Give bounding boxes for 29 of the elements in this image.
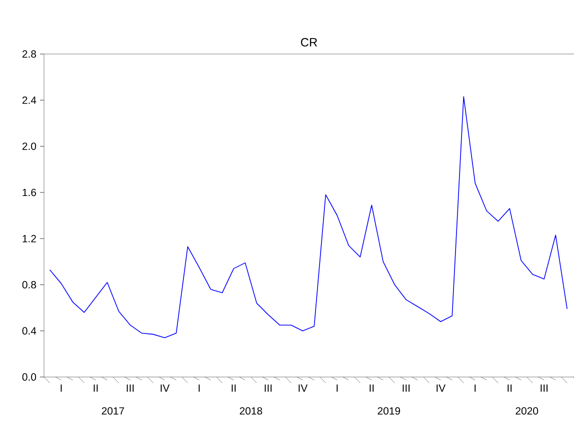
x-tick-label: III — [126, 384, 134, 392]
x-tick-label: III — [264, 384, 272, 392]
x-tick-label: II — [232, 384, 236, 392]
text: 2017 — [102, 407, 124, 415]
y-tick-label: 1.6 — [22, 188, 36, 196]
x-tick-label: I — [474, 384, 476, 392]
chart-title: CR — [300, 38, 318, 46]
y-tick-label: 1.2 — [22, 234, 36, 242]
line-series — [49, 96, 568, 338]
x-tick-label: II — [94, 384, 98, 392]
text: 2019 — [378, 407, 400, 415]
x-tick-label: III — [402, 384, 410, 392]
y-tick-label: 2.4 — [22, 96, 36, 104]
x-tick-label: I — [198, 384, 200, 392]
y-tick-label: 0.4 — [22, 327, 36, 335]
x-tick-label: IV — [436, 384, 446, 392]
y-tick-label: 0.8 — [22, 281, 36, 288]
text: 2018 — [240, 407, 262, 415]
x-tick-label: II — [508, 384, 512, 392]
x-tick-label: IV — [160, 384, 170, 392]
y-tick-label: 2.8 — [22, 50, 36, 58]
x-tick-label: III — [540, 384, 548, 392]
x-tick-label: I — [336, 384, 338, 392]
y-tick-label: 2.0 — [22, 142, 36, 150]
x-tick-label: II — [370, 384, 374, 392]
y-tick-label: 0.0 — [22, 373, 36, 381]
text: 2020 — [516, 407, 538, 415]
x-tick-label: I — [60, 384, 62, 392]
x-tick-label: IV — [298, 384, 308, 392]
